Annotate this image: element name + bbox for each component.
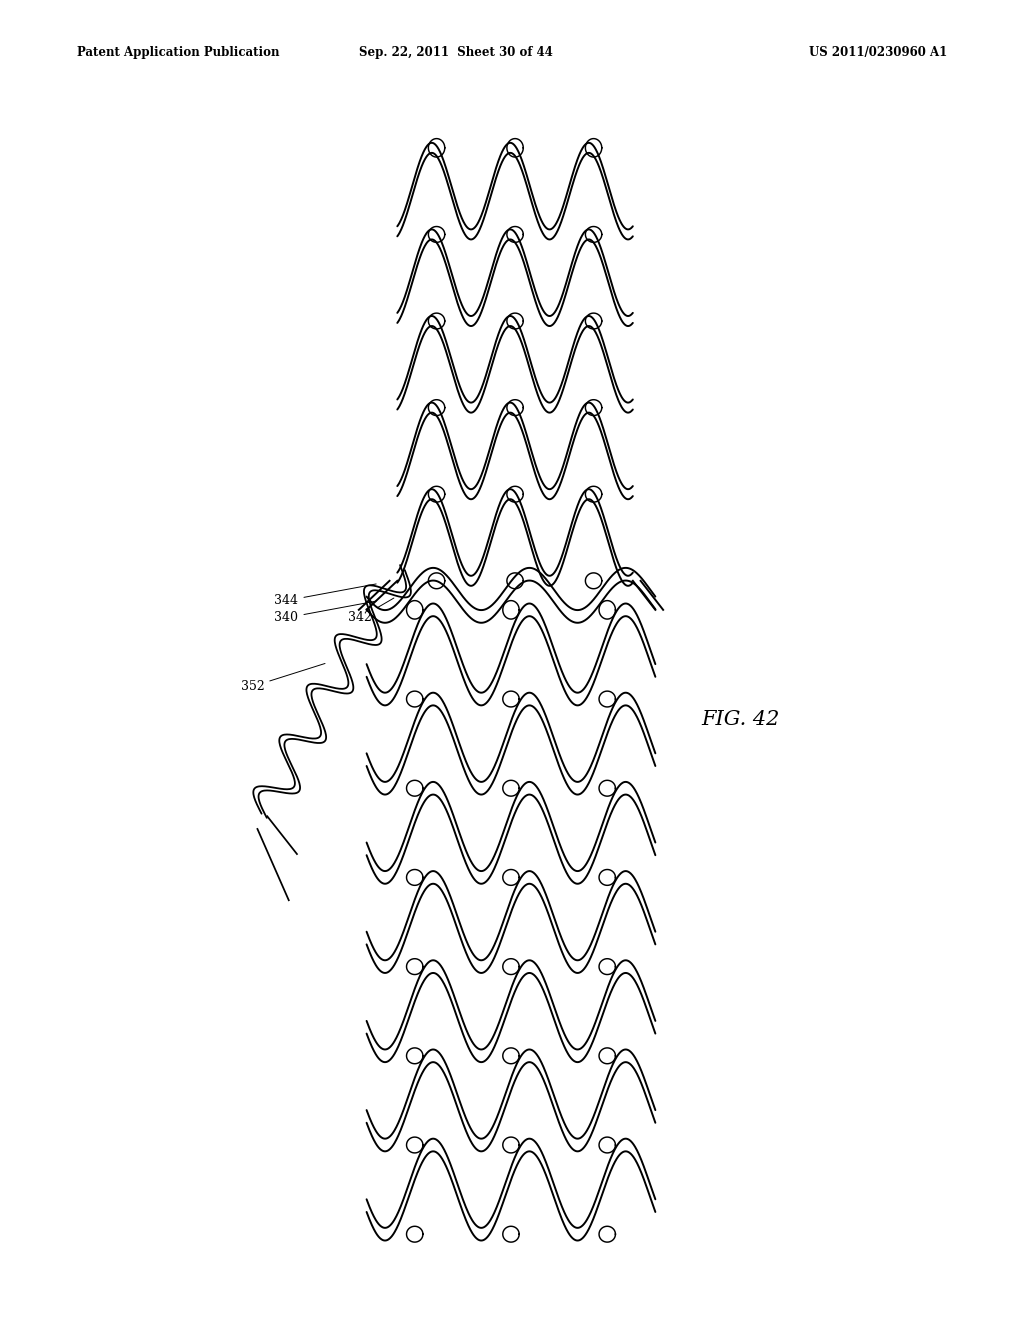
Text: 340: 340: [274, 601, 376, 624]
Text: FIG. 42: FIG. 42: [701, 710, 780, 729]
Text: 344: 344: [274, 583, 376, 607]
Text: 352: 352: [241, 664, 325, 693]
Text: US 2011/0230960 A1: US 2011/0230960 A1: [809, 46, 947, 59]
Text: 342: 342: [348, 598, 394, 624]
Text: Patent Application Publication: Patent Application Publication: [77, 46, 280, 59]
Text: Sep. 22, 2011  Sheet 30 of 44: Sep. 22, 2011 Sheet 30 of 44: [358, 46, 553, 59]
